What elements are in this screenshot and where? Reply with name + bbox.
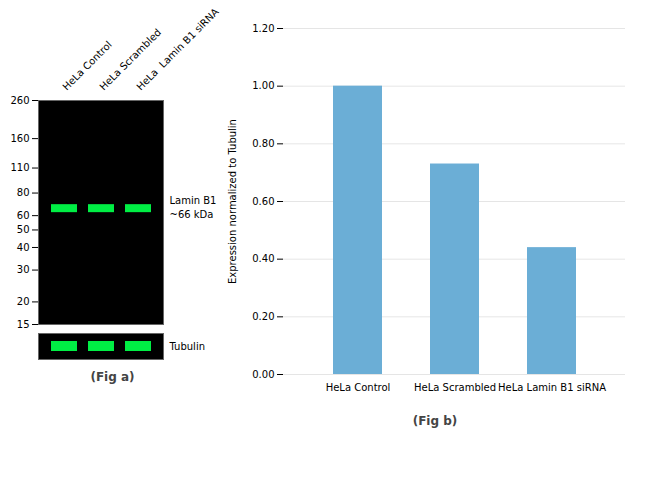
svg-text:Tubulin: Tubulin (169, 341, 206, 352)
svg-text:40: 40 (17, 242, 30, 253)
svg-text:0.20: 0.20 (252, 311, 274, 322)
svg-text:15: 15 (17, 319, 30, 328)
svg-text:260: 260 (10, 95, 29, 106)
svg-text:0.60: 0.60 (252, 196, 274, 207)
svg-text:50: 50 (17, 224, 30, 235)
svg-text:30: 30 (17, 264, 30, 275)
svg-text:HeLa Scrambled: HeLa Scrambled (414, 382, 496, 393)
svg-text:0.40: 0.40 (252, 253, 274, 264)
svg-text:0.00: 0.00 (252, 369, 274, 380)
svg-text:~66 kDa: ~66 kDa (170, 209, 214, 220)
svg-text:0.80: 0.80 (252, 138, 274, 149)
html-text:(Fig a): (Fig a) (90, 370, 135, 384)
svg-text:110: 110 (10, 162, 29, 173)
svg-text:HeLa Lamin B1 siRNA: HeLa Lamin B1 siRNA (134, 8, 220, 92)
svg-text:HeLa Scrambled: HeLa Scrambled (97, 27, 163, 93)
svg-text:20: 20 (17, 296, 30, 307)
svg-text:60: 60 (17, 210, 30, 221)
svg-text:80: 80 (17, 187, 30, 198)
svg-text:HeLa Lamin B1 siRNA: HeLa Lamin B1 siRNA (498, 382, 606, 393)
svg-text:160: 160 (10, 133, 29, 144)
svg-text:1.20: 1.20 (252, 23, 274, 34)
svg-text:1.00: 1.00 (252, 80, 274, 91)
svg-text:HeLa Control: HeLa Control (60, 38, 114, 93)
svg-text:Lamin B1: Lamin B1 (170, 195, 217, 206)
svg-text:Expression normalized to Tubul: Expression normalized to Tubulin (227, 119, 238, 284)
svg-text:HeLa Control: HeLa Control (326, 382, 391, 393)
html-text:(Fig b): (Fig b) (412, 414, 458, 428)
